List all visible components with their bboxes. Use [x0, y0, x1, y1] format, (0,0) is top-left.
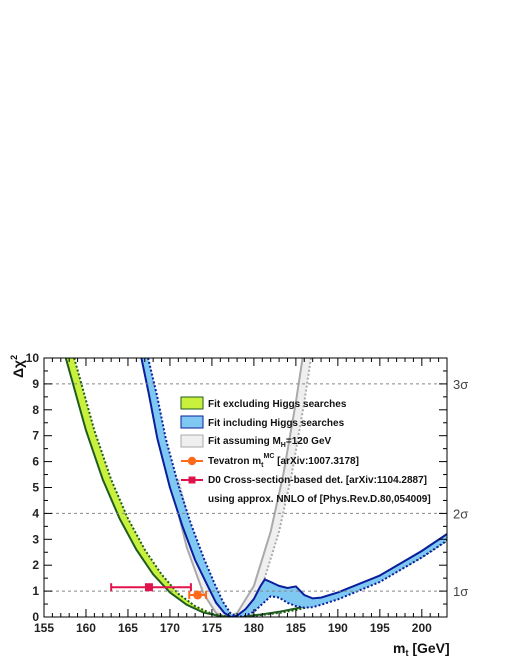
legend-tev-sup: MC — [264, 453, 275, 460]
legend-marker-d0 — [181, 476, 203, 484]
x-tick-label-170: 170 — [160, 621, 180, 635]
blue_band-dotted-edge — [147, 358, 447, 617]
x-axis-title-unit: [GeV] — [408, 640, 449, 656]
legend-tev-sub: t — [261, 462, 264, 469]
x-tick-label-155: 155 — [34, 621, 54, 635]
x-tick-label-190: 190 — [328, 621, 348, 635]
y-tick-label-0: 0 — [32, 610, 39, 624]
legend-tev-rest: [arXiv:1007.3178] — [274, 456, 359, 467]
legend-mh-main: Fit assuming M — [208, 436, 281, 447]
x-axis-title: mt [GeV] — [393, 640, 450, 658]
y-tick-label-3: 3 — [32, 532, 39, 546]
legend-swatch-including-higgs — [180, 415, 204, 429]
sigma-label-4: 2σ — [453, 506, 468, 521]
x-tick-label-175: 175 — [202, 621, 222, 635]
red_point-marker — [144, 583, 153, 592]
grey_band-fill — [169, 358, 311, 617]
legend-tev-main: Tevatron m — [208, 456, 261, 467]
orange_point-marker — [193, 590, 203, 600]
y-tick-label-4: 4 — [32, 506, 39, 520]
y-tick-label-7: 7 — [32, 429, 39, 443]
y-tick-label-1: 1 — [32, 584, 39, 598]
legend-marker-tevatron — [181, 456, 203, 466]
legend-label-tevatron: Tevatron mtMC [arXiv:1007.3178] — [208, 453, 359, 469]
x-tick-label-165: 165 — [118, 621, 138, 635]
x-axis-title-main: m — [393, 640, 405, 656]
legend-label-assuming-mh: Fit assuming MH=120 GeV — [208, 436, 332, 449]
x-tick-label-195: 195 — [370, 621, 390, 635]
y-tick-label-9: 9 — [32, 377, 39, 391]
legend-mh-sub: H — [281, 442, 286, 449]
x-tick-label-185: 185 — [286, 621, 306, 635]
blue_band-solid-edge — [140, 358, 447, 617]
fit-bands — [64, 358, 447, 617]
legend-swatch-excluding-higgs — [180, 396, 204, 410]
x-tick-label-180: 180 — [244, 621, 264, 635]
y-tick-label-8: 8 — [32, 403, 39, 417]
legend-label-including-higgs: Fit including Higgs searches — [208, 418, 345, 429]
x-tick-label-200: 200 — [412, 621, 432, 635]
legend-label-excluding-higgs: Fit excluding Higgs searches — [208, 399, 347, 410]
legend: Fit excluding Higgs searches Fit includi… — [180, 396, 431, 505]
y-axis-title-sup: 2 — [9, 355, 19, 360]
axis-ticks: 155 160 165 170 175 180 185 190 195 200 0 1 2 3 4 5 6 7 8 9… — [26, 351, 448, 635]
x-tick-label-160: 160 — [76, 621, 96, 635]
legend-label-d0: D0 Cross-section-based det. [arXiv:1104.… — [208, 475, 427, 486]
y-tick-label-10: 10 — [26, 351, 40, 365]
legend-swatch-assuming-mh — [180, 434, 204, 448]
sigma-label-9: 3σ — [453, 377, 468, 392]
sigma-label-1: 1σ — [453, 584, 468, 599]
y-tick-label-2: 2 — [32, 558, 39, 572]
measurement-points — [110, 583, 208, 600]
y-tick-label-6: 6 — [32, 455, 39, 469]
y-axis-title: Δχ2 — [9, 355, 26, 378]
y-axis-title-main: Δχ — [10, 360, 26, 378]
legend-note-nnlo: using approx. NNLO of [Phys.Rev.D.80,054… — [208, 494, 431, 505]
x-axis-title-sub: t — [405, 648, 408, 658]
legend-mh-rest: =120 GeV — [286, 436, 332, 447]
y-tick-label-5: 5 — [32, 481, 39, 495]
